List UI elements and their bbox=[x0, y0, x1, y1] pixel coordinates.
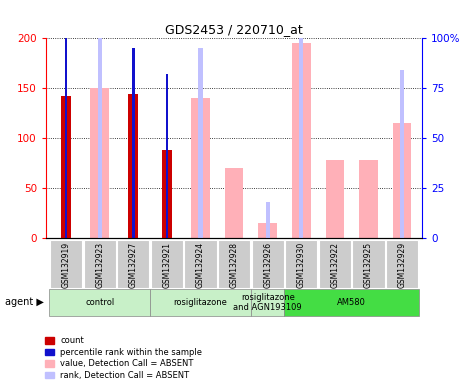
Bar bbox=[98, 38, 102, 238]
FancyBboxPatch shape bbox=[50, 240, 82, 288]
Bar bbox=[400, 70, 404, 238]
FancyBboxPatch shape bbox=[353, 240, 385, 288]
Bar bbox=[65, 32, 67, 238]
FancyBboxPatch shape bbox=[49, 289, 150, 316]
Text: GSM132925: GSM132925 bbox=[364, 242, 373, 288]
Bar bbox=[292, 43, 311, 238]
Bar bbox=[326, 160, 344, 238]
Text: GSM132921: GSM132921 bbox=[162, 242, 171, 288]
FancyBboxPatch shape bbox=[150, 289, 251, 316]
Text: rosiglitazone
and AGN193109: rosiglitazone and AGN193109 bbox=[233, 293, 302, 312]
Text: GSM132922: GSM132922 bbox=[330, 242, 339, 288]
FancyBboxPatch shape bbox=[319, 240, 351, 288]
FancyBboxPatch shape bbox=[386, 240, 418, 288]
Text: GSM132929: GSM132929 bbox=[397, 242, 407, 288]
FancyBboxPatch shape bbox=[218, 240, 250, 288]
Text: rosiglitazone: rosiglitazone bbox=[174, 298, 227, 307]
Bar bbox=[258, 223, 277, 238]
Bar bbox=[61, 96, 71, 238]
FancyBboxPatch shape bbox=[285, 289, 419, 316]
Text: AM580: AM580 bbox=[337, 298, 366, 307]
Legend: count, percentile rank within the sample, value, Detection Call = ABSENT, rank, : count, percentile rank within the sample… bbox=[45, 336, 202, 380]
Bar bbox=[359, 160, 378, 238]
Bar bbox=[198, 48, 202, 238]
FancyBboxPatch shape bbox=[251, 289, 285, 316]
FancyBboxPatch shape bbox=[185, 240, 217, 288]
Text: GSM132924: GSM132924 bbox=[196, 242, 205, 288]
Text: GSM132919: GSM132919 bbox=[62, 242, 71, 288]
Bar bbox=[191, 98, 210, 238]
Bar bbox=[166, 74, 168, 238]
Text: agent ▶: agent ▶ bbox=[5, 297, 44, 308]
Bar bbox=[132, 48, 134, 238]
Bar bbox=[90, 88, 109, 238]
Text: GSM132923: GSM132923 bbox=[95, 242, 104, 288]
FancyBboxPatch shape bbox=[252, 240, 284, 288]
Bar bbox=[266, 202, 270, 238]
FancyBboxPatch shape bbox=[117, 240, 150, 288]
Bar bbox=[162, 150, 172, 238]
Bar bbox=[299, 22, 303, 238]
Bar bbox=[225, 168, 243, 238]
Bar bbox=[393, 123, 411, 238]
FancyBboxPatch shape bbox=[151, 240, 183, 288]
Text: GSM132928: GSM132928 bbox=[230, 242, 239, 288]
FancyBboxPatch shape bbox=[84, 240, 116, 288]
Text: GSM132927: GSM132927 bbox=[129, 242, 138, 288]
Text: GSM132930: GSM132930 bbox=[297, 242, 306, 288]
Text: control: control bbox=[85, 298, 114, 307]
Title: GDS2453 / 220710_at: GDS2453 / 220710_at bbox=[165, 23, 303, 36]
Text: GSM132926: GSM132926 bbox=[263, 242, 272, 288]
Bar bbox=[128, 94, 138, 238]
FancyBboxPatch shape bbox=[285, 240, 318, 288]
